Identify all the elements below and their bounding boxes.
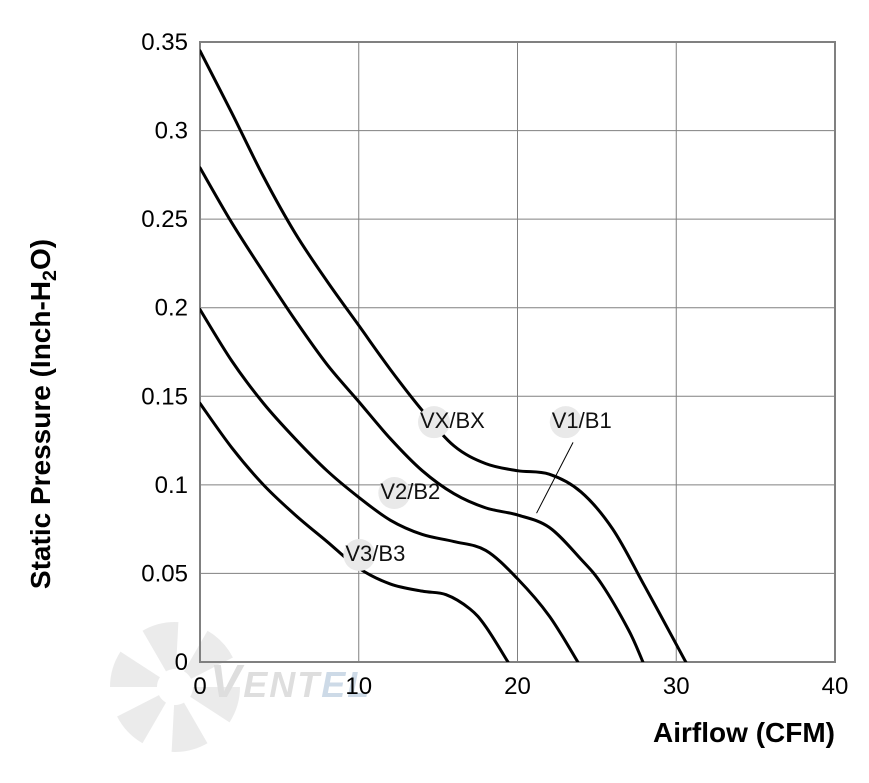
series-label: V1/B1 (552, 408, 612, 433)
series-label: V3/B3 (345, 541, 405, 566)
y-tick-label: 0.2 (155, 295, 188, 322)
y-tick-label: 0 (175, 649, 188, 676)
x-tick-label: 40 (822, 673, 849, 700)
x-axis-title: Airflow (CFM) (653, 717, 835, 748)
chart-container: { "chart": { "type": "line", "background… (0, 0, 869, 783)
y-tick-label: 0.35 (141, 29, 188, 56)
y-tick-label: 0.1 (155, 472, 188, 499)
x-tick-label: 20 (504, 673, 531, 700)
x-tick-label: 30 (663, 673, 690, 700)
y-tick-label: 0.15 (141, 383, 188, 410)
series-label: V2/B2 (380, 479, 440, 504)
x-tick-label: 0 (193, 673, 206, 700)
fan-curve-chart: VENTEL01020304000.050.10.150.20.250.30.3… (0, 0, 869, 783)
x-tick-label: 10 (345, 673, 372, 700)
y-tick-label: 0.3 (155, 118, 188, 145)
y-axis-title: Static Pressure (Inch-H2O) (25, 239, 61, 589)
y-tick-label: 0.05 (141, 560, 188, 587)
series-label: VX/BX (420, 408, 485, 433)
y-tick-label: 0.25 (141, 206, 188, 233)
